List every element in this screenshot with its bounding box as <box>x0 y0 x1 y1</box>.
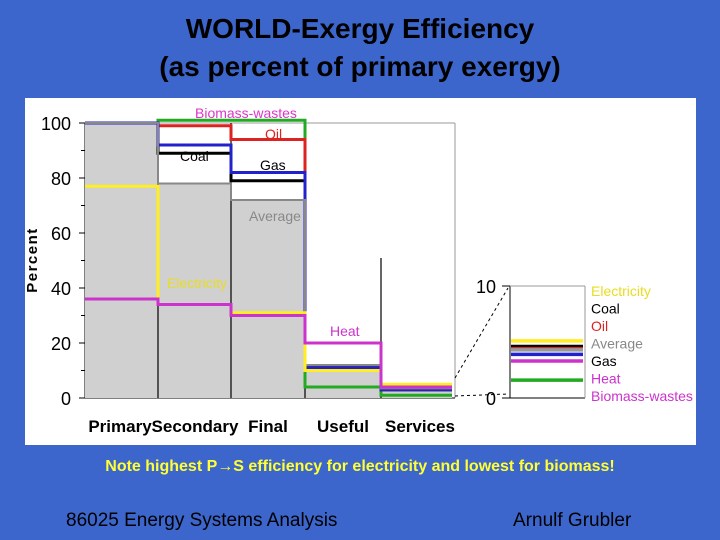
series-label-biomass-wastes: Biomass-wastes <box>195 105 297 121</box>
y-tick-label: 40 <box>51 279 71 299</box>
series-label-gas: Gas <box>260 157 286 173</box>
inset-legend-label: Electricity <box>591 283 651 299</box>
series-label-oil: Oil <box>265 126 282 142</box>
y-tick-label: 60 <box>51 224 71 244</box>
inset-legend-label: Oil <box>591 318 608 334</box>
category-label: Primary <box>88 417 152 436</box>
y-tick-label: 20 <box>51 334 71 354</box>
inset-legend-label: Average <box>591 336 643 352</box>
series-label-average: Average <box>249 208 301 224</box>
series-line-heat <box>85 297 452 389</box>
inset-y-tick-label: 10 <box>476 277 496 297</box>
y-tick-label: 0 <box>61 389 71 409</box>
zoom-connector-bottom <box>454 393 509 397</box>
y-axis-label: Percent <box>25 227 41 293</box>
note-text: Note highest P→S efficiency for electric… <box>105 458 615 475</box>
series-label-heat: Heat <box>330 323 360 339</box>
category-label: Services <box>385 417 455 436</box>
zoom-connector-top <box>454 287 509 379</box>
inset-legend-label: Coal <box>591 301 620 317</box>
inset-y-tick-label: 0 <box>486 389 496 409</box>
title-line-2: (as percent of primary exergy) <box>159 51 561 82</box>
inset-legend-label: Heat <box>591 371 621 387</box>
title-line-1: WORLD-Exergy Efficiency <box>185 13 535 44</box>
category-label: Useful <box>317 417 369 436</box>
category-label: Secondary <box>152 417 239 436</box>
chart-panel: 0 20 40 60 80 100 Percent Primary Secondary Final… <box>25 98 696 445</box>
series-label-coal: Coal <box>180 148 209 164</box>
category-label: Final <box>248 417 288 436</box>
inset-legend-label: Gas <box>591 353 617 369</box>
footer-course: 86025 Energy Systems Analysis <box>66 510 338 531</box>
series-label-electricity: Electricity <box>167 275 227 291</box>
y-tick-label: 100 <box>41 114 71 134</box>
slide-title: WORLD-Exergy Efficiency (as percent of p… <box>0 10 720 86</box>
y-tick-label: 80 <box>51 169 71 189</box>
footer-author: Arnulf Grubler <box>513 510 632 531</box>
inset-legend-label: Biomass-wastes <box>591 388 693 404</box>
average-area <box>85 123 452 398</box>
